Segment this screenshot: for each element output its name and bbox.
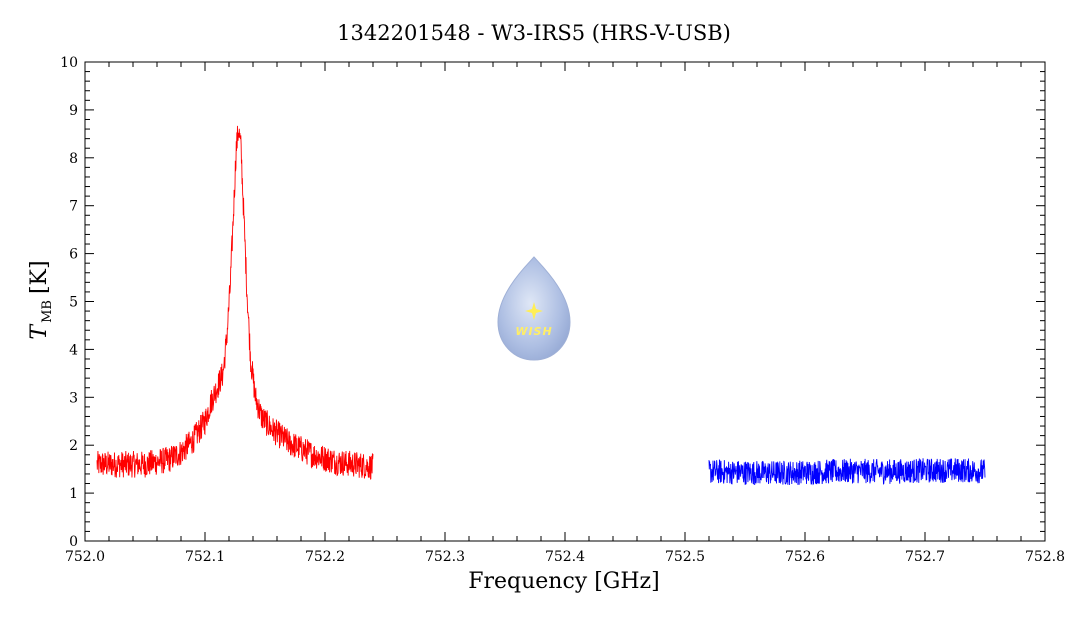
y-axis-symbol: T	[27, 323, 52, 340]
y-axis-ticks: 0 1 2 3 4 5 6 7 8 9 10	[60, 55, 1045, 550]
y-axis-unit: [K]	[27, 260, 52, 294]
y-tick-label: 10	[60, 55, 78, 71]
x-tick-label: 752.7	[905, 549, 945, 565]
x-tick-label: 752.0	[65, 549, 105, 565]
y-tick-label: 8	[69, 151, 78, 167]
y-tick-label: 9	[69, 103, 78, 119]
y-tick-label: 7	[69, 199, 78, 215]
y-tick-label: 2	[69, 438, 78, 454]
data-series	[96, 125, 986, 486]
x-tick-label: 752.4	[545, 549, 585, 565]
y-tick-label: 1	[69, 486, 78, 502]
y-axis-label: TMB [K]	[27, 260, 55, 339]
svg-text:TMB[K]: TMB [K]	[27, 260, 55, 339]
x-axis-label: Frequency [GHz]	[468, 569, 660, 594]
series-line-1	[708, 458, 986, 486]
x-tick-label: 752.1	[185, 549, 225, 565]
wish-logo: WISH	[497, 256, 571, 361]
x-tick-label: 752.5	[665, 549, 705, 565]
y-axis-subscript: MB	[40, 300, 55, 323]
y-tick-label: 0	[69, 534, 78, 550]
logo-text: WISH	[515, 325, 552, 338]
x-axis-ticks: 752.0 752.1 752.2 752.3 752.4 752.5 752.6 752.7…	[65, 62, 1065, 565]
chart-title: 1342201548 - W3-IRS5 (HRS-V-USB)	[337, 21, 731, 45]
y-tick-label: 5	[69, 295, 78, 311]
star-icon	[525, 302, 543, 320]
x-tick-label: 752.2	[305, 549, 345, 565]
y-tick-label: 3	[69, 390, 78, 406]
series-line-0	[96, 125, 374, 480]
y-tick-label: 4	[69, 342, 78, 358]
y-tick-label: 6	[69, 247, 78, 263]
x-tick-label: 752.3	[425, 549, 465, 565]
x-tick-label: 752.8	[1025, 549, 1065, 565]
x-tick-label: 752.6	[785, 549, 825, 565]
